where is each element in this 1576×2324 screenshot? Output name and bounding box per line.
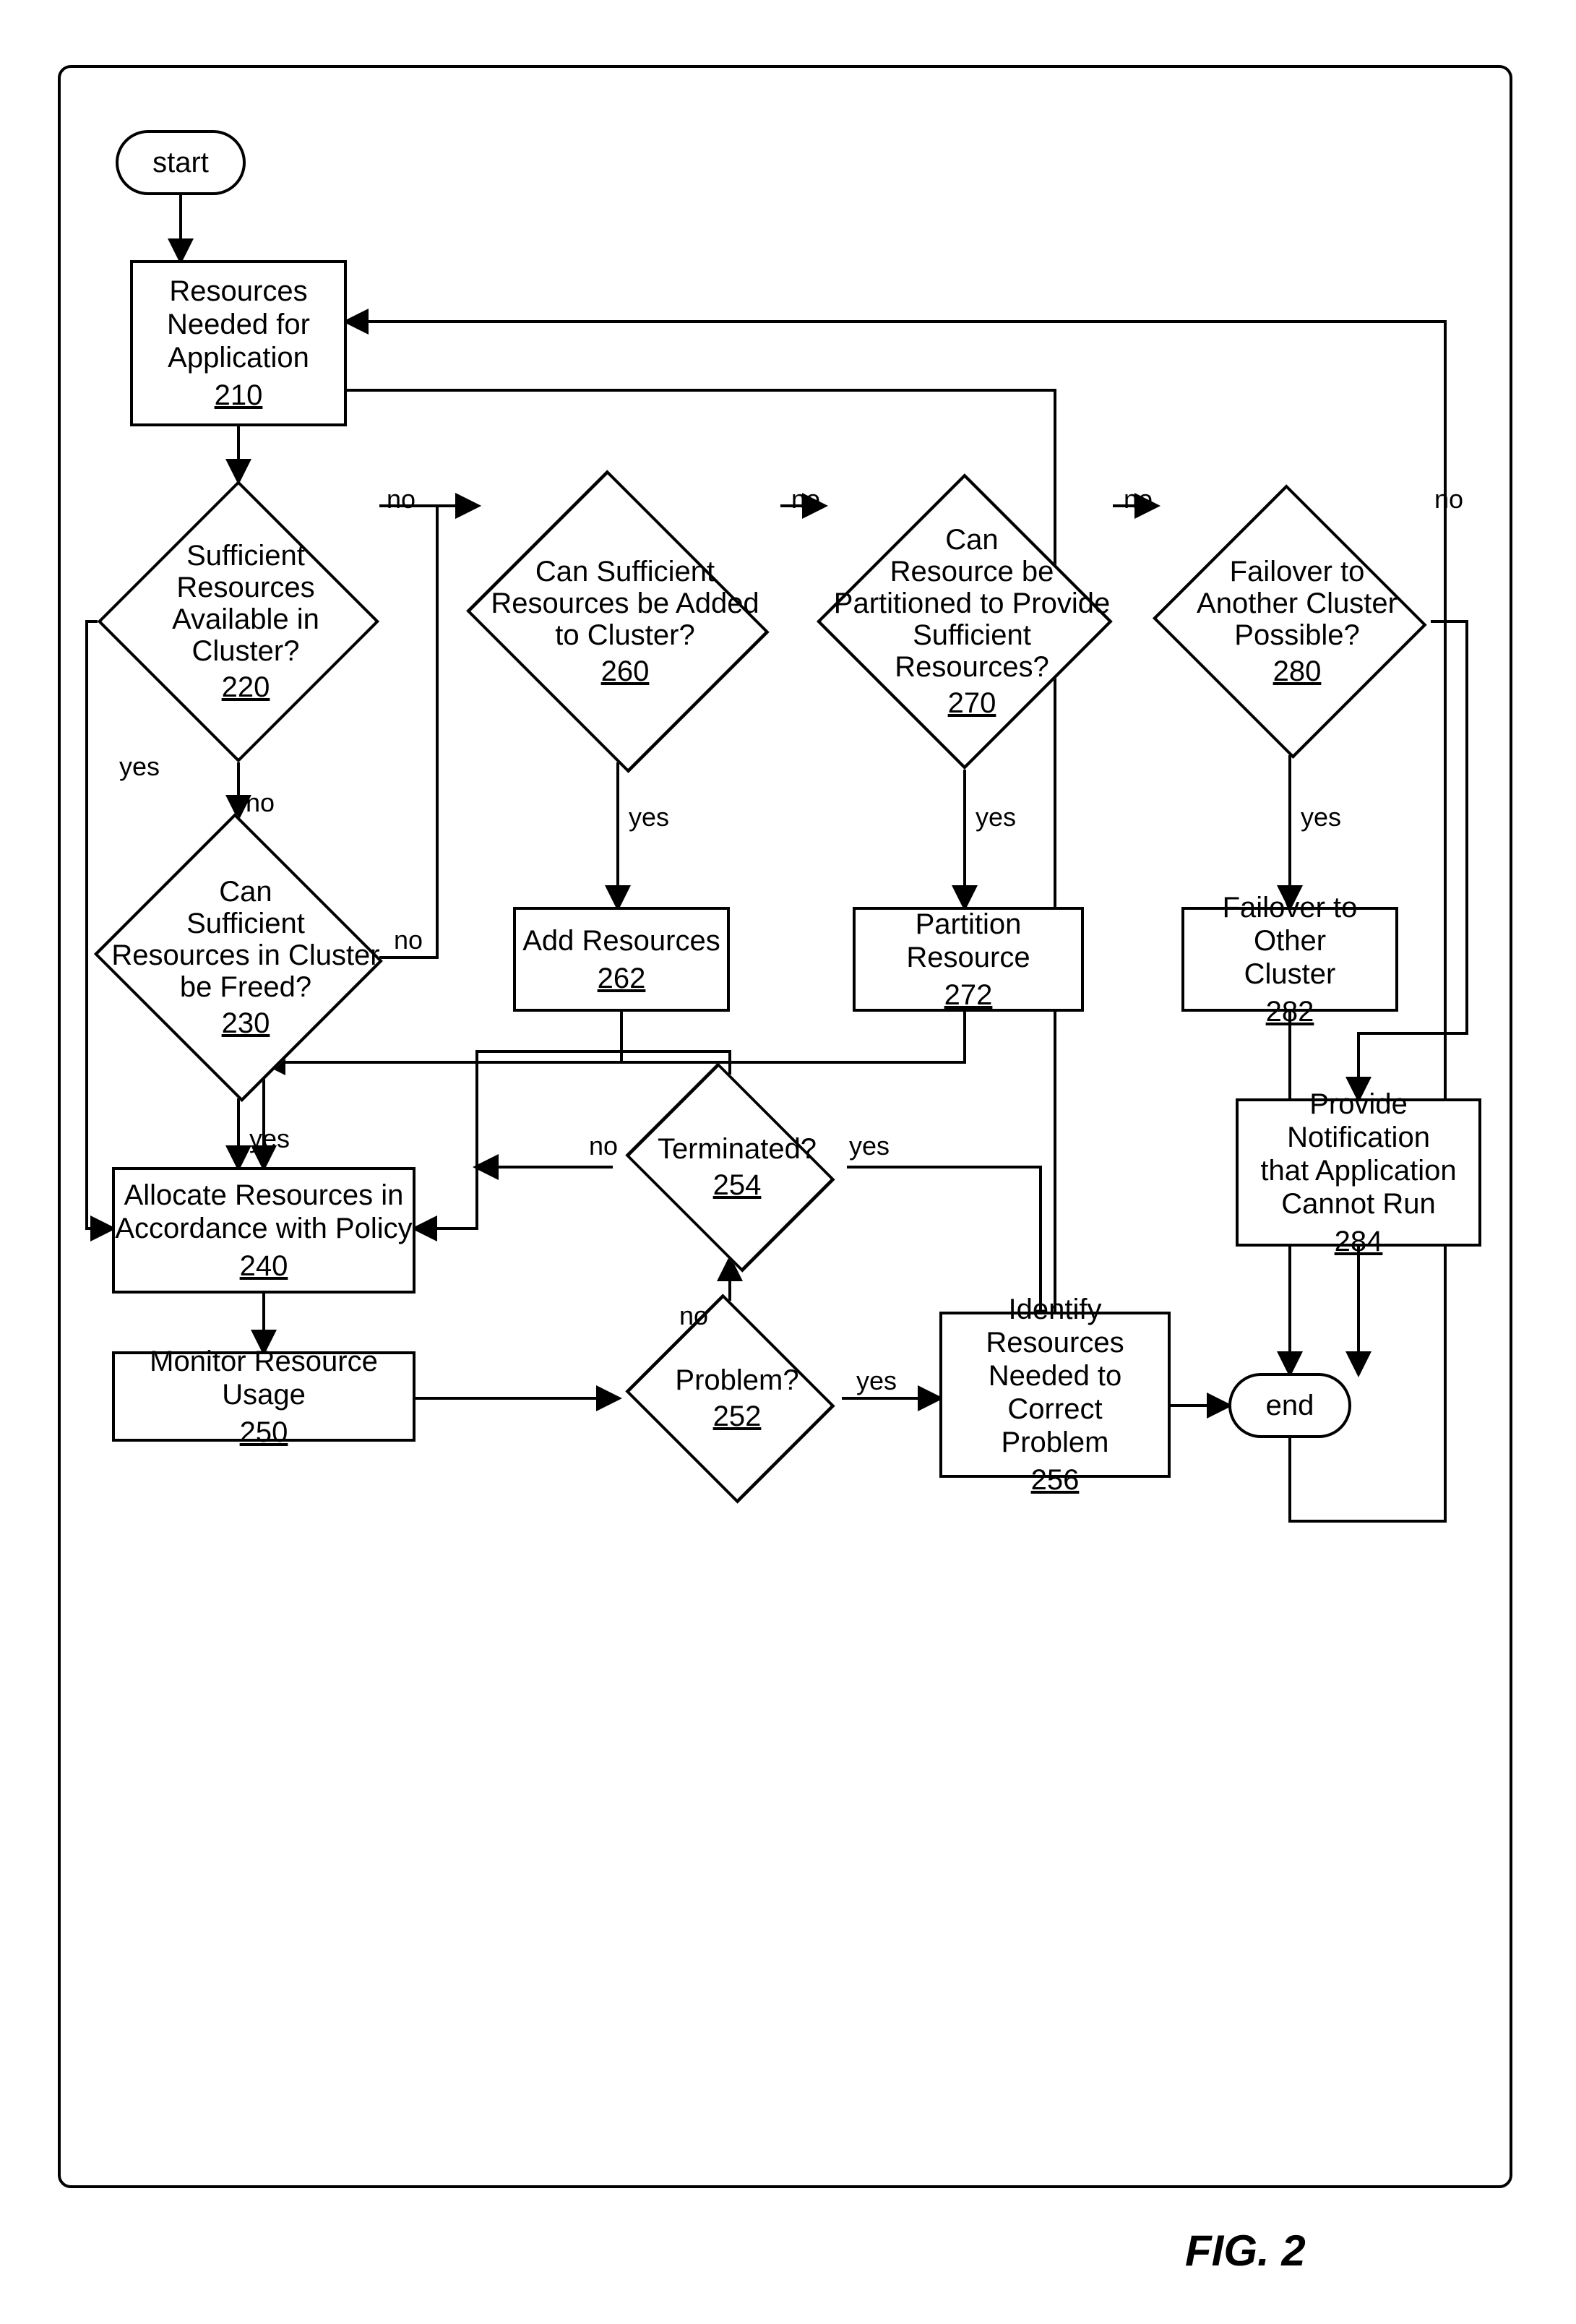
edge-label: yes [1301,802,1341,832]
edge-label: no [1434,484,1463,515]
terminator-start: start [116,130,246,195]
decision-n260: Can SufficientResources be Addedto Clust… [518,522,718,721]
process-n284: Provide Notificationthat ApplicationCann… [1236,1098,1481,1247]
decision-n252: Problem?252 [661,1330,799,1468]
decision-n270: CanResource bePartitioned to ProvideSuff… [865,522,1064,721]
edge-label: no [387,484,415,515]
edge-label: no [1124,484,1153,515]
edge-label: yes [976,802,1016,832]
process-n250: Monitor Resource Usage250 [112,1351,415,1442]
process-n272: Partition Resource272 [853,907,1084,1012]
decision-n254: Terminated?254 [661,1098,799,1236]
edge-label: yes [856,1366,897,1396]
edge-label: no [394,925,423,955]
edge-label: no [589,1131,618,1161]
edge-label: yes [849,1131,890,1161]
edge-label: no [246,788,275,818]
decision-n220: SufficientResourcesAvailable inCluster?2… [139,522,338,721]
edge-label: yes [249,1124,290,1154]
process-n262: Add Resources262 [513,907,730,1012]
process-n256: IdentifyResourcesNeeded to CorrectProble… [939,1312,1171,1478]
figure-label: FIG. 2 [1185,2226,1306,2276]
process-n240: Allocate Resources inAccordance with Pol… [112,1167,415,1294]
terminator-end: end [1228,1373,1351,1438]
decision-n280: Failover toAnother ClusterPossible?280 [1195,527,1385,716]
process-n210: ResourcesNeeded forApplication210 [130,260,347,426]
process-n282: Failover to OtherCluster282 [1181,907,1398,1012]
edge-label: yes [629,802,669,832]
edge-label: yes [119,752,160,782]
decision-n230: CanSufficientResources in Clusterbe Free… [139,858,338,1057]
edge-label: no [679,1301,708,1331]
edge-label: no [791,484,820,515]
